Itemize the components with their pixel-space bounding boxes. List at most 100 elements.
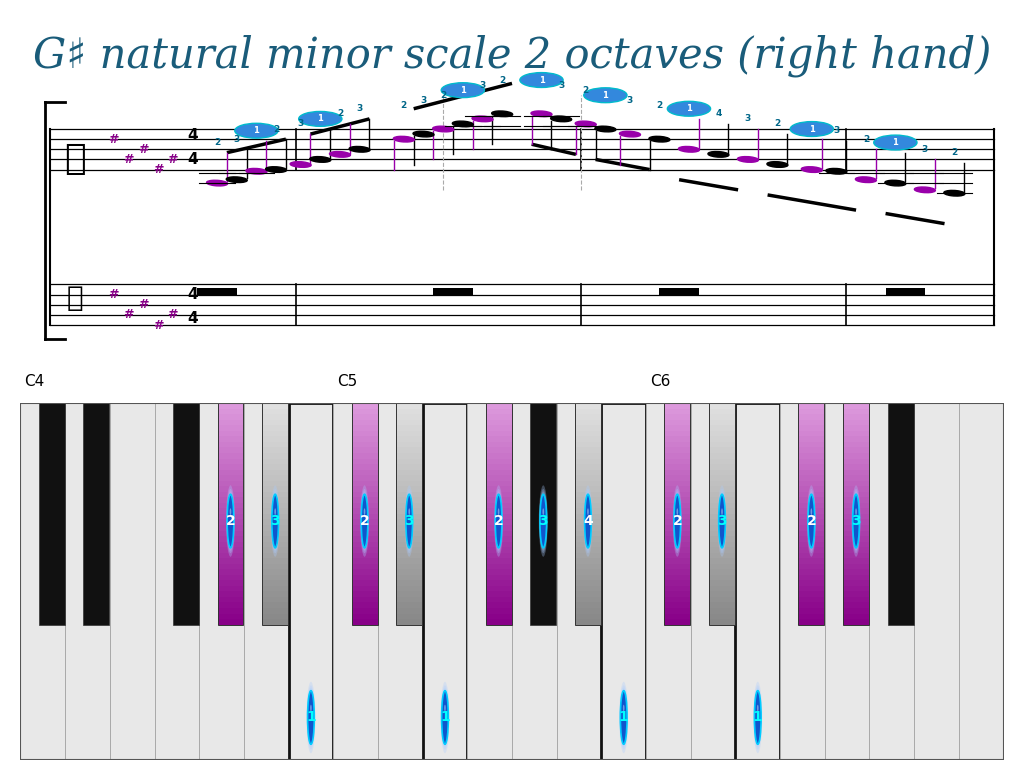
Bar [709, 607, 735, 614]
Bar [333, 403, 378, 760]
Ellipse shape [310, 705, 311, 711]
Circle shape [718, 492, 726, 551]
Ellipse shape [767, 162, 787, 167]
Bar [799, 541, 824, 547]
Bar [396, 546, 422, 553]
Bar [485, 513, 512, 519]
Circle shape [273, 509, 276, 533]
Circle shape [587, 515, 589, 528]
Bar [351, 607, 378, 614]
Circle shape [585, 495, 591, 548]
Bar [824, 403, 869, 760]
Ellipse shape [677, 508, 678, 515]
Bar [485, 541, 512, 547]
Bar [485, 475, 512, 481]
Circle shape [442, 700, 447, 735]
Circle shape [810, 513, 812, 529]
Circle shape [621, 690, 627, 744]
Bar [843, 574, 869, 581]
Bar [799, 502, 824, 508]
Circle shape [854, 505, 858, 537]
Circle shape [756, 699, 760, 737]
Circle shape [541, 497, 546, 545]
Text: #: # [153, 319, 164, 332]
Bar [262, 596, 288, 602]
Circle shape [809, 500, 814, 542]
Circle shape [442, 694, 447, 742]
Bar [217, 563, 244, 569]
Circle shape [272, 500, 278, 542]
Bar [575, 558, 601, 564]
Text: 2: 2 [499, 75, 505, 84]
Bar [799, 402, 824, 409]
Bar [351, 447, 378, 453]
Circle shape [444, 710, 446, 726]
Circle shape [585, 492, 592, 551]
Bar [799, 546, 824, 553]
Bar [198, 288, 237, 295]
Bar [709, 585, 735, 591]
Ellipse shape [207, 180, 227, 186]
Bar [485, 485, 512, 492]
Circle shape [496, 495, 502, 547]
Bar [799, 413, 824, 420]
Circle shape [440, 682, 450, 753]
Circle shape [854, 506, 858, 536]
Circle shape [720, 504, 724, 538]
Circle shape [540, 489, 547, 553]
Ellipse shape [453, 121, 473, 127]
Circle shape [675, 502, 680, 540]
Circle shape [274, 515, 276, 528]
Circle shape [226, 489, 234, 553]
Circle shape [443, 706, 446, 730]
Bar [217, 452, 244, 458]
Circle shape [408, 511, 411, 531]
Bar [485, 497, 512, 503]
Bar [485, 574, 512, 581]
Bar [262, 485, 288, 492]
Ellipse shape [811, 508, 812, 515]
Bar [262, 502, 288, 508]
Bar [575, 425, 601, 431]
Circle shape [228, 502, 232, 540]
Bar [262, 607, 288, 614]
Circle shape [496, 497, 502, 545]
Bar [351, 580, 378, 586]
Bar [485, 402, 512, 409]
Bar [575, 485, 601, 492]
Circle shape [407, 495, 413, 547]
Circle shape [299, 111, 342, 126]
Bar [665, 447, 690, 453]
Circle shape [623, 710, 625, 724]
Ellipse shape [595, 126, 615, 132]
Bar [799, 513, 824, 519]
Bar [217, 403, 244, 624]
Circle shape [310, 710, 312, 726]
Ellipse shape [855, 508, 857, 515]
Bar [351, 596, 378, 602]
Bar [351, 425, 378, 431]
Bar [575, 442, 601, 448]
Bar [799, 458, 824, 464]
Bar [244, 403, 289, 760]
Circle shape [757, 707, 759, 728]
Circle shape [622, 701, 626, 733]
Bar [262, 463, 288, 469]
Bar [396, 485, 422, 492]
Bar [665, 585, 690, 591]
Bar [217, 602, 244, 608]
Text: 3: 3 [558, 81, 564, 90]
Bar [799, 403, 824, 624]
Bar [351, 475, 378, 481]
Bar [396, 463, 422, 469]
Circle shape [755, 695, 761, 740]
Bar [665, 574, 690, 581]
Text: 2: 2 [951, 148, 957, 157]
Circle shape [274, 511, 276, 531]
Circle shape [541, 502, 546, 540]
Circle shape [228, 505, 232, 537]
Circle shape [811, 515, 812, 526]
Circle shape [229, 511, 231, 531]
Circle shape [623, 708, 625, 727]
Bar [709, 419, 735, 425]
